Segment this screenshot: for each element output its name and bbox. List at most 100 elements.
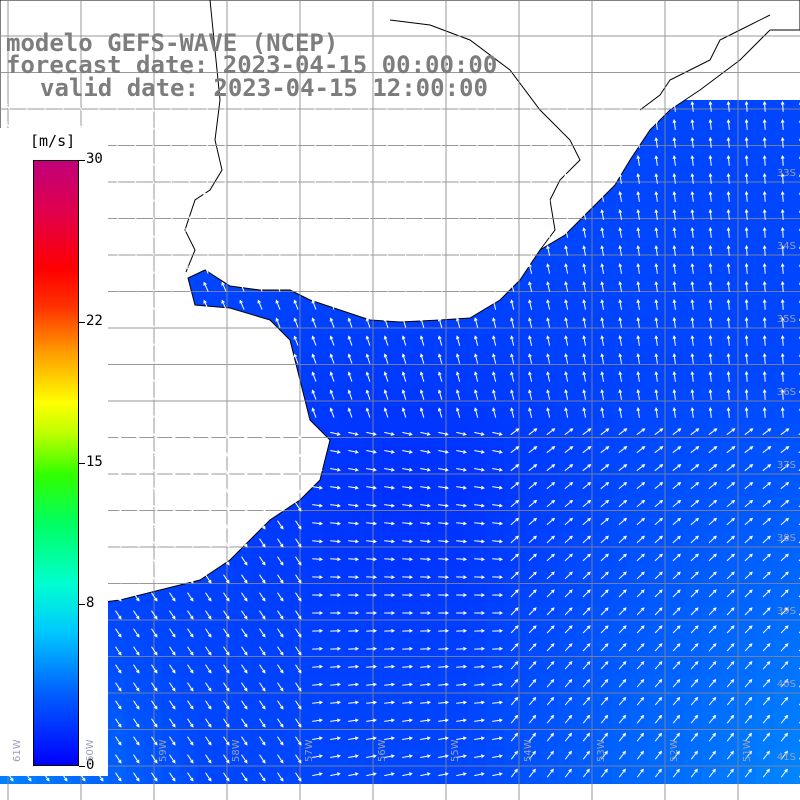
wind-arrow [257, 389, 263, 400]
wind-arrow [295, 700, 302, 710]
wind-arrow [223, 646, 230, 656]
wind-arrow [187, 592, 194, 602]
wind-arrow [203, 155, 209, 166]
wind-arrow [618, 209, 623, 220]
wind-arrow [330, 611, 342, 615]
wind-arrow [672, 750, 680, 760]
wind-arrow [546, 245, 551, 256]
wind-arrow [636, 245, 641, 256]
wind-arrow [113, 245, 119, 256]
wind-arrow [401, 317, 407, 328]
wind-arrow [113, 281, 119, 292]
wind-arrow [636, 389, 641, 400]
wind-arrow [185, 335, 191, 346]
wind-arrow [187, 754, 194, 764]
wind-arrow [221, 245, 227, 256]
wind-arrow [4, 102, 11, 112]
wind-arrow [564, 625, 573, 634]
wind-arrow [690, 768, 698, 778]
wind-arrow [401, 245, 407, 256]
wind-arrow [780, 696, 789, 706]
wind-arrow [330, 646, 342, 651]
wind-arrow [241, 628, 248, 638]
wind-arrow [149, 263, 155, 274]
wind-arrow [618, 535, 627, 544]
wind-arrow [239, 335, 245, 346]
wind-arrow [277, 520, 284, 530]
wind-arrow [726, 517, 736, 526]
wind-arrow [456, 557, 468, 562]
wind-arrow [474, 137, 479, 148]
longitude-label: 59W [158, 739, 169, 762]
wind-arrow [438, 503, 449, 508]
wind-arrow [546, 227, 551, 238]
wind-arrow [582, 263, 586, 274]
wind-arrow [654, 535, 663, 544]
wind-arrow [456, 371, 461, 382]
wind-arrow [329, 245, 335, 256]
wind-arrow [492, 371, 497, 382]
wind-arrow [564, 299, 569, 310]
wind-arrow [492, 646, 504, 651]
wind-arrow [383, 137, 389, 148]
wind-arrow [401, 227, 407, 238]
wind-arrow [223, 466, 230, 476]
wind-arrow [187, 736, 194, 746]
wind-arrow [151, 646, 158, 656]
wind-arrow [275, 101, 281, 112]
colorbar-tick-mark [79, 160, 85, 161]
wind-arrow [312, 521, 324, 526]
wind-arrow [169, 484, 176, 494]
wind-arrow [600, 371, 604, 382]
wind-arrow [654, 696, 663, 706]
wind-arrow [384, 682, 396, 687]
wind-arrow [312, 450, 323, 454]
wind-arrow [293, 173, 299, 184]
wind-arrow [564, 553, 573, 562]
wind-arrow [133, 520, 140, 530]
wind-arrow [726, 100, 731, 112]
wind-arrow [329, 353, 335, 364]
wind-arrow [618, 678, 627, 688]
wind-arrow [744, 589, 753, 598]
wind-arrow [618, 263, 623, 274]
wind-arrow [762, 428, 772, 436]
wind-arrow [654, 407, 659, 418]
wind-arrow [564, 155, 569, 166]
wind-arrow [600, 281, 604, 292]
wind-arrow [169, 592, 176, 602]
wind-arrow [492, 191, 497, 202]
wind-arrow [95, 101, 101, 112]
wind-arrow [546, 428, 556, 436]
wind-arrow [151, 556, 158, 566]
wind-arrow [203, 353, 209, 364]
wind-arrow [348, 718, 359, 723]
wind-arrow [510, 263, 515, 274]
wind-arrow [167, 407, 173, 418]
wind-arrow [402, 503, 413, 508]
wind-arrow [600, 101, 604, 112]
wind-arrow [239, 227, 245, 238]
wind-arrow [365, 281, 371, 292]
wind-arrow [365, 389, 371, 400]
wind-arrow [311, 119, 317, 130]
wind-arrow [708, 100, 713, 112]
wind-arrow [726, 499, 736, 508]
wind-arrow [347, 155, 353, 166]
wind-arrow [223, 718, 230, 728]
wind-cell [792, 622, 800, 640]
wind-arrow [510, 428, 520, 436]
wind-arrow [492, 137, 497, 148]
wind-arrow [187, 772, 194, 782]
wind-arrow [384, 718, 395, 723]
wind-arrow [510, 245, 515, 256]
land-polygon [0, 0, 800, 616]
wind-arrow [690, 571, 699, 580]
wind-arrow [762, 499, 772, 508]
wind-arrow [708, 172, 713, 184]
wind-arrow [365, 263, 371, 274]
wind-arrow [438, 575, 450, 580]
wind-arrow [131, 101, 137, 112]
wind-arrow [239, 353, 245, 364]
wind-arrow [528, 428, 538, 436]
